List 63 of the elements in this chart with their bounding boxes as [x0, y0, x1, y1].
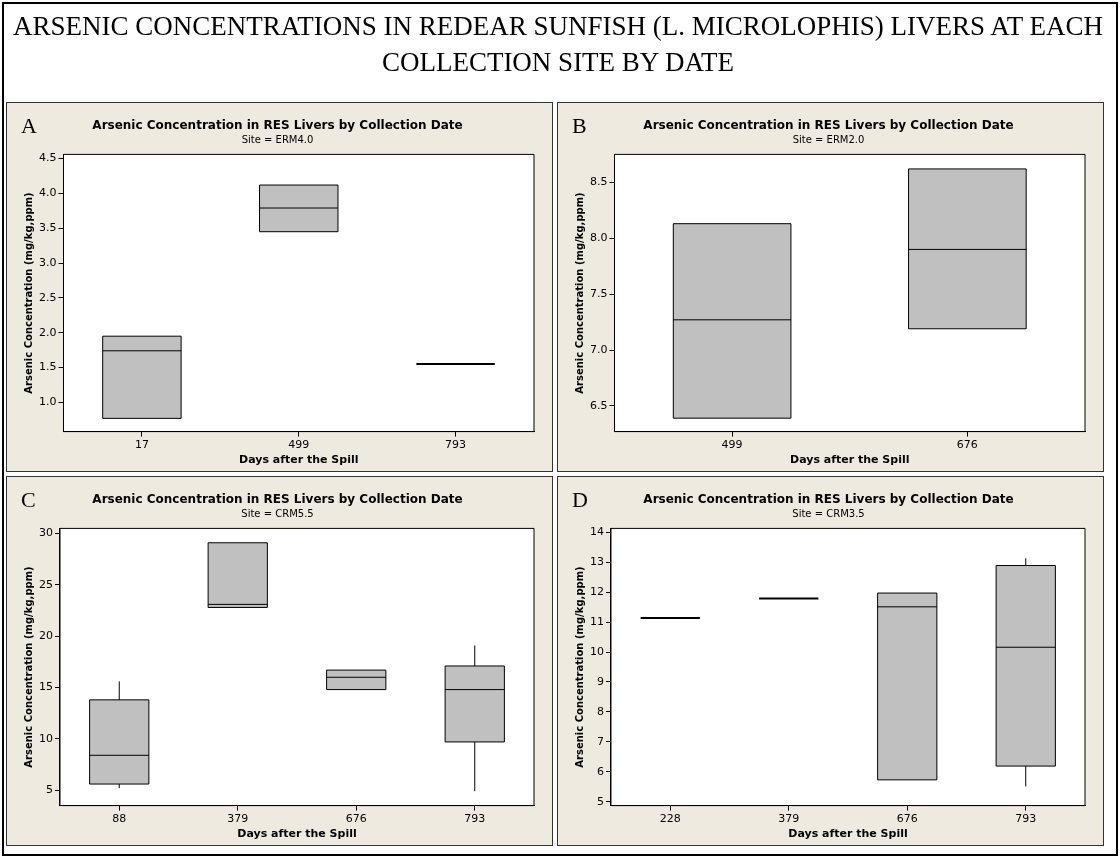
- y-tick-label: 7.0: [589, 342, 608, 356]
- y-tick-label: 1.5: [38, 360, 57, 374]
- y-axis-title: Arsenic Concentration (mg/kg,ppm): [22, 192, 34, 394]
- chart-subtitle: Site = CRM3.5: [792, 507, 865, 519]
- y-tick-label: 2.5: [38, 290, 57, 304]
- y-axis-title: Arsenic Concentration (mg/kg,ppm): [22, 566, 34, 768]
- y-tick-label: 6.5: [589, 398, 608, 412]
- y-tick-label: 25: [39, 577, 53, 591]
- y-tick-label: 8: [597, 704, 604, 718]
- chart-title: Arsenic Concentration in RES Livers by Collection Date: [643, 492, 1014, 507]
- chart-title: Arsenic Concentration in RES Livers by Collection Date: [643, 118, 1014, 133]
- text: ARSENIC CONCENTRATIONS IN REDEAR SUNFISH (L. MICROLOPHIS) LIVERS AT EACH COLLECTION SITE BY DATE: [11, 10, 1105, 79]
- x-tick-label: 379: [778, 812, 800, 826]
- x-tick-label: 88: [112, 812, 127, 826]
- y-tick-label: 2.0: [38, 325, 57, 339]
- y-tick-label: 9: [597, 674, 604, 688]
- y-tick-label: 15: [39, 680, 53, 694]
- text: D: [572, 487, 588, 513]
- x-axis-title: Days after the Spill: [237, 827, 357, 841]
- y-tick-label: 14: [590, 525, 604, 539]
- y-tick-label: 20: [39, 629, 53, 643]
- y-tick-label: 8.0: [589, 231, 608, 245]
- x-axis-title: Days after the Spill: [239, 453, 359, 467]
- y-tick-label: 3.5: [38, 221, 57, 235]
- x-tick-label: 228: [659, 812, 681, 826]
- y-tick-label: 4.0: [38, 186, 57, 200]
- y-tick-label: 6: [597, 764, 604, 778]
- y-tick-label: 5: [597, 794, 604, 808]
- x-tick-label: 793: [1015, 812, 1037, 826]
- text: A: [21, 113, 37, 139]
- y-tick-label: 7.5: [589, 286, 608, 300]
- chart-subtitle: Site = ERM4.0: [241, 133, 314, 145]
- y-tick-label: 8.5: [589, 175, 608, 189]
- x-tick-label: 676: [345, 812, 367, 826]
- x-tick-label: 793: [464, 812, 486, 826]
- x-axis-title: Days after the Spill: [790, 453, 910, 467]
- y-tick-label: 4.5: [38, 151, 57, 165]
- y-tick-label: 5: [46, 783, 53, 797]
- x-tick-label: 793: [445, 438, 467, 452]
- chart-title: Arsenic Concentration in RES Livers by Collection Date: [92, 118, 463, 133]
- x-tick-label: 499: [721, 438, 743, 452]
- y-tick-label: 3.0: [38, 255, 57, 269]
- x-tick-label: 379: [227, 812, 249, 826]
- y-axis-title: Arsenic Concentration (mg/kg,ppm): [573, 566, 585, 768]
- y-tick-label: 12: [590, 585, 604, 599]
- y-tick-label: 11: [590, 614, 604, 628]
- y-tick-label: 10: [590, 644, 604, 658]
- y-tick-label: 30: [39, 526, 53, 540]
- y-tick-label: 1.0: [38, 395, 57, 409]
- x-tick-label: 676: [896, 812, 918, 826]
- x-tick-label: 676: [956, 438, 978, 452]
- text: B: [572, 113, 587, 139]
- chart-subtitle: Site = ERM2.0: [792, 133, 865, 145]
- text: C: [21, 487, 36, 513]
- chart-title: Arsenic Concentration in RES Livers by Collection Date: [92, 492, 463, 507]
- chart-subtitle: Site = CRM5.5: [241, 507, 314, 519]
- x-tick-label: 17: [134, 438, 149, 452]
- y-tick-label: 13: [590, 555, 604, 569]
- y-tick-label: 10: [39, 731, 53, 745]
- x-tick-label: 499: [288, 438, 310, 452]
- y-tick-label: 7: [597, 734, 604, 748]
- x-axis-title: Days after the Spill: [788, 827, 908, 841]
- y-axis-title: Arsenic Concentration (mg/kg,ppm): [573, 192, 585, 394]
